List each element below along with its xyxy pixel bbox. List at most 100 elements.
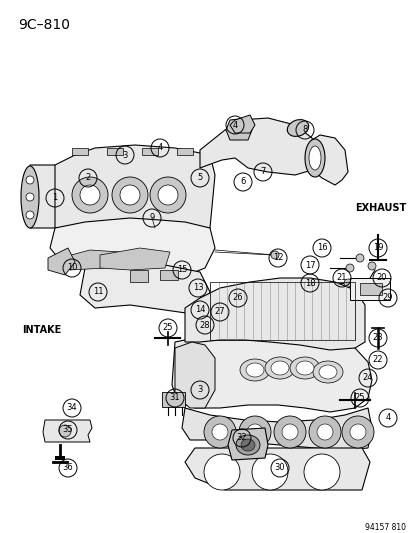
- Circle shape: [211, 424, 228, 440]
- Text: 15: 15: [176, 265, 187, 274]
- Text: 5: 5: [197, 174, 202, 182]
- Circle shape: [150, 177, 185, 213]
- Text: 2: 2: [85, 174, 90, 182]
- Circle shape: [308, 416, 340, 448]
- Polygon shape: [48, 248, 75, 275]
- Circle shape: [345, 264, 353, 272]
- Text: 30: 30: [274, 464, 285, 472]
- Polygon shape: [159, 270, 178, 280]
- Circle shape: [112, 177, 147, 213]
- Circle shape: [367, 262, 375, 270]
- Text: 4: 4: [385, 414, 390, 423]
- Polygon shape: [43, 420, 92, 442]
- Circle shape: [72, 177, 108, 213]
- Polygon shape: [171, 330, 371, 412]
- Text: 11: 11: [93, 287, 103, 296]
- Polygon shape: [175, 342, 214, 408]
- Polygon shape: [228, 428, 267, 460]
- Text: 21: 21: [336, 273, 347, 282]
- Ellipse shape: [289, 357, 319, 379]
- Text: 24: 24: [362, 374, 373, 383]
- Circle shape: [247, 424, 262, 440]
- Polygon shape: [142, 148, 158, 155]
- Circle shape: [343, 279, 351, 287]
- Text: 3: 3: [122, 150, 127, 159]
- Polygon shape: [359, 283, 381, 295]
- Circle shape: [349, 424, 365, 440]
- Circle shape: [80, 185, 100, 205]
- Polygon shape: [72, 148, 88, 155]
- Text: 19: 19: [372, 244, 382, 253]
- Circle shape: [341, 416, 373, 448]
- Ellipse shape: [271, 361, 288, 375]
- Text: 29: 29: [382, 294, 392, 303]
- Text: 28: 28: [199, 320, 210, 329]
- Circle shape: [238, 416, 271, 448]
- Ellipse shape: [240, 439, 254, 451]
- Text: 23: 23: [372, 334, 382, 343]
- Text: 4: 4: [157, 143, 162, 152]
- Circle shape: [303, 454, 339, 490]
- Polygon shape: [30, 165, 58, 228]
- Text: 10: 10: [66, 263, 77, 272]
- Text: 17: 17: [304, 261, 315, 270]
- Polygon shape: [185, 278, 364, 350]
- Text: 27: 27: [214, 308, 225, 317]
- Circle shape: [355, 254, 363, 262]
- Ellipse shape: [287, 119, 308, 136]
- Polygon shape: [311, 135, 347, 185]
- Text: 25: 25: [162, 324, 173, 333]
- Polygon shape: [185, 448, 369, 490]
- Circle shape: [316, 424, 332, 440]
- Ellipse shape: [312, 361, 342, 383]
- Text: 12: 12: [272, 254, 282, 262]
- Text: 94157 810: 94157 810: [364, 523, 405, 532]
- Ellipse shape: [295, 361, 313, 375]
- Polygon shape: [199, 118, 317, 175]
- Text: 31: 31: [169, 393, 180, 402]
- Circle shape: [281, 424, 297, 440]
- Ellipse shape: [264, 357, 294, 379]
- Text: 14: 14: [194, 305, 205, 314]
- Text: 26: 26: [232, 294, 243, 303]
- Text: 22: 22: [372, 356, 382, 365]
- Polygon shape: [80, 262, 209, 315]
- Polygon shape: [177, 148, 192, 155]
- Ellipse shape: [21, 166, 39, 228]
- Text: 16: 16: [316, 244, 327, 253]
- Polygon shape: [349, 278, 389, 300]
- Text: 25: 25: [354, 393, 364, 402]
- Text: 3: 3: [197, 385, 202, 394]
- Text: 4: 4: [232, 120, 237, 130]
- Circle shape: [273, 416, 305, 448]
- Text: 34: 34: [66, 403, 77, 413]
- Polygon shape: [107, 148, 123, 155]
- Polygon shape: [55, 456, 65, 460]
- Circle shape: [59, 425, 71, 437]
- Text: 1: 1: [52, 193, 57, 203]
- Text: INTAKE: INTAKE: [22, 325, 61, 335]
- Text: 36: 36: [62, 464, 73, 472]
- Circle shape: [158, 185, 178, 205]
- Text: 13: 13: [192, 284, 203, 293]
- Ellipse shape: [304, 139, 324, 177]
- Text: 8: 8: [301, 125, 307, 134]
- Circle shape: [252, 454, 287, 490]
- Polygon shape: [60, 250, 120, 270]
- Circle shape: [26, 176, 34, 184]
- Ellipse shape: [308, 146, 320, 170]
- Text: 9: 9: [149, 214, 154, 222]
- Polygon shape: [100, 248, 170, 270]
- Ellipse shape: [318, 365, 336, 379]
- Text: 6: 6: [240, 177, 245, 187]
- Text: 32: 32: [236, 433, 247, 442]
- Ellipse shape: [235, 435, 259, 455]
- Text: 20: 20: [376, 273, 386, 282]
- Polygon shape: [161, 392, 185, 407]
- Circle shape: [204, 416, 235, 448]
- Text: 9C–810: 9C–810: [18, 18, 70, 32]
- Circle shape: [204, 454, 240, 490]
- Text: 7: 7: [260, 167, 265, 176]
- Polygon shape: [230, 115, 254, 133]
- Polygon shape: [50, 218, 214, 278]
